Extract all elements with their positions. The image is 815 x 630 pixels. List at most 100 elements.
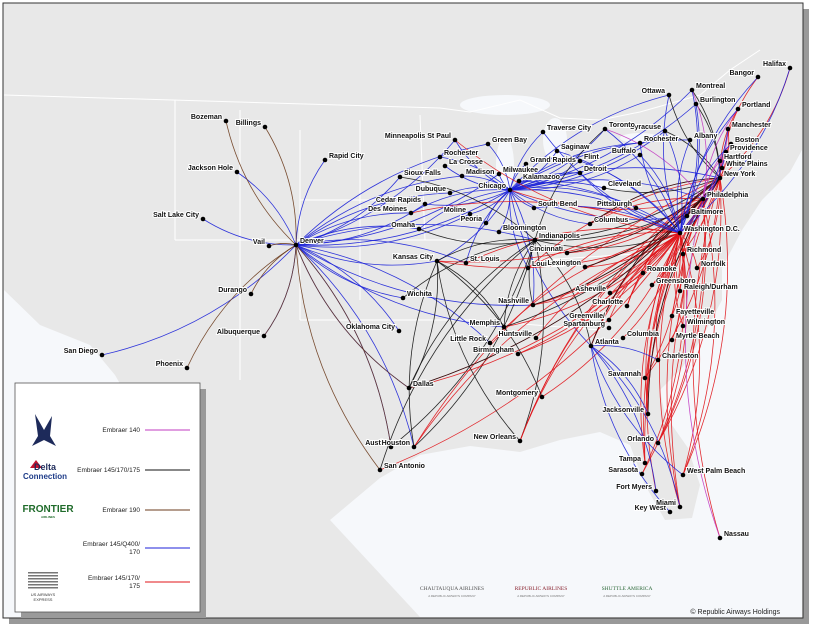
city-dot (501, 324, 507, 330)
route (101, 244, 297, 356)
city-dot (662, 128, 668, 134)
city-dot (322, 157, 328, 163)
route (679, 151, 727, 234)
city-label: Dallas (413, 381, 434, 388)
city-dot (515, 351, 521, 357)
city-label: Wichita (407, 291, 432, 298)
city-label: Huntsville (499, 331, 533, 338)
us-airways-flag (28, 587, 58, 589)
city-label: White Plains (726, 161, 768, 168)
city-label: Bangor (730, 70, 755, 77)
route (295, 244, 381, 471)
city-dot (677, 288, 683, 294)
city-dot (655, 357, 661, 363)
route (664, 130, 683, 234)
legend-label: 170 (129, 549, 140, 556)
city-dot (653, 488, 659, 494)
route (542, 131, 681, 234)
route (644, 177, 721, 464)
city-dot (223, 118, 229, 124)
city-dot (411, 444, 417, 450)
route (509, 189, 529, 269)
route (679, 108, 739, 234)
route (664, 130, 721, 179)
city-label: St. Louis (470, 256, 500, 263)
city-dot (725, 126, 731, 132)
city-dot (293, 242, 299, 248)
route (643, 198, 704, 464)
city-label: Washington D.C. (684, 226, 740, 233)
city-dot (516, 178, 522, 184)
city-dot (262, 124, 268, 130)
city-label: Toronto (609, 122, 635, 129)
city-label: Salt Lake City (153, 212, 199, 219)
route (436, 260, 543, 398)
route (589, 177, 721, 225)
logo-text: EXPRESS (34, 597, 53, 602)
city-dot (388, 444, 394, 450)
city-dot (606, 317, 612, 323)
city-label: Kansas City (393, 254, 433, 261)
city-dot (261, 333, 267, 339)
city-dot (666, 92, 672, 98)
route (390, 239, 536, 448)
route (436, 232, 681, 269)
route (379, 232, 681, 471)
city-dot (607, 290, 613, 296)
route (702, 128, 729, 200)
city-label: San Diego (64, 348, 98, 355)
city-label: Fayetteville (676, 309, 714, 316)
city-dot (463, 260, 469, 266)
city-dot (649, 282, 655, 288)
city-dot (396, 328, 402, 334)
us-airways-flag (28, 584, 58, 586)
city-label: Burlington (700, 97, 735, 104)
legend-label: Embraer 145/Q400/ (83, 541, 140, 548)
city-dot (496, 229, 502, 235)
city-label: Austin (365, 440, 387, 447)
route (295, 213, 471, 248)
city-label: Omaha (391, 222, 415, 229)
city-dot (735, 106, 741, 112)
route (436, 260, 521, 442)
city-label: Cincinnati (529, 246, 563, 253)
city-dot (266, 243, 272, 249)
route (679, 76, 759, 234)
city-label: Nassau (724, 531, 749, 538)
city-dot (588, 343, 594, 349)
city-dot (642, 460, 648, 466)
route (436, 198, 704, 263)
city-label: West Palm Beach (687, 468, 745, 475)
city-label: Grand Rapids (530, 157, 576, 164)
city-dot (416, 226, 422, 232)
city-dot (637, 140, 643, 146)
us-airways-flag (28, 578, 58, 580)
city-dot (677, 504, 683, 510)
city-dot (723, 149, 729, 155)
city-label: Chicago (478, 183, 506, 190)
city-dot (539, 394, 545, 400)
city-dot (717, 175, 723, 181)
route (534, 239, 592, 347)
city-label: Milwaukee (503, 167, 538, 174)
route (295, 244, 438, 266)
city-label: Norfolk (701, 261, 726, 268)
city-label: Vail (253, 239, 265, 246)
city-label: Buffalo (612, 148, 636, 155)
route (579, 160, 681, 234)
route (534, 128, 606, 241)
city-dot (642, 375, 648, 381)
route (604, 128, 681, 234)
city-dot (602, 126, 608, 132)
city-label: Billings (236, 120, 261, 127)
route (399, 176, 536, 241)
city-dot (680, 251, 686, 257)
route (402, 239, 536, 299)
route (413, 177, 721, 448)
logo-text: US AIRWAYS (31, 592, 56, 597)
route (295, 189, 511, 246)
route (295, 224, 536, 246)
city-label: Traverse City (547, 125, 591, 132)
partner-name: SHUTTLE AMERICA (602, 586, 653, 592)
city-dot (694, 265, 700, 271)
